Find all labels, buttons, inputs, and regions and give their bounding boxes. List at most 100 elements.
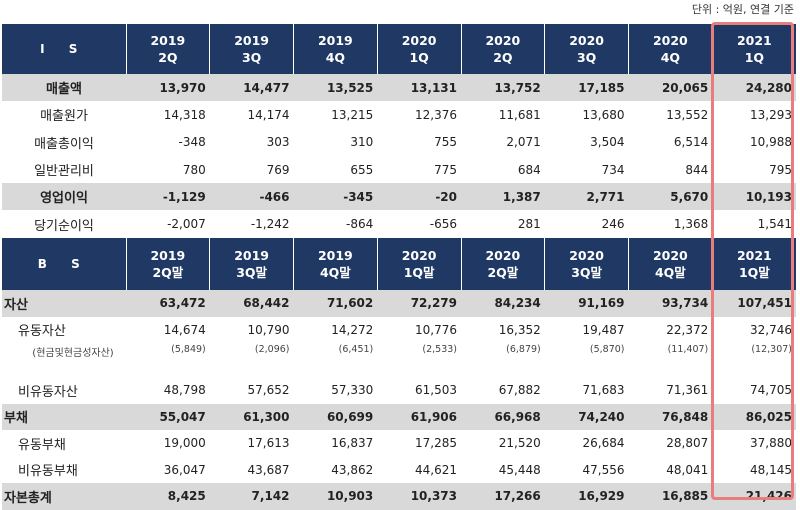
cell-value: 13,970: [126, 74, 210, 102]
cell-value: (11,407): [667, 344, 709, 355]
is-period-header: 2019 3Q: [209, 24, 294, 74]
cell-value: 45,448: [498, 462, 541, 477]
cell-value: 61,300: [209, 403, 294, 430]
cell-value: 47,556: [582, 462, 625, 477]
cell-value: 17,285: [415, 436, 457, 451]
cell-value: 3,504: [590, 135, 625, 150]
cell-value: 13,680: [582, 107, 625, 122]
bs-row-cash: (현금및현금성자산) (5,849) (2,096) (6,451) (2,533) (…: [2, 343, 796, 377]
is-header-row: I S 2019 2Q 2019 3Q 2019 4Q 2020 1Q 2020 2Q 2…: [2, 24, 796, 74]
cell-value: 17,266: [461, 483, 545, 510]
cell-value: 63,472: [126, 290, 210, 317]
cell-value: 14,272: [331, 322, 374, 337]
cell-value: 91,169: [544, 290, 629, 317]
cell-value: 10,776: [415, 322, 457, 337]
cell-value: 17,185: [544, 74, 629, 102]
cell-value: -20: [377, 183, 461, 211]
cell-value: 13,293: [750, 107, 792, 122]
cell-value: 48,798: [163, 383, 206, 398]
cell-value: 16,837: [331, 436, 374, 451]
cell-value: 734: [601, 162, 625, 177]
bs-row-assets: 자산 63,472 68,442 71,602 72,279 84,234 91,169 9…: [2, 290, 796, 317]
row-label: 매출원가: [40, 109, 88, 125]
cell-value: 10,988: [750, 135, 792, 150]
cell-value: 48,041: [666, 462, 709, 477]
is-period-header: 2019 2Q: [126, 24, 211, 74]
cell-value: 7,142: [209, 483, 294, 510]
bs-period-header: 2020 2Q말: [461, 238, 546, 290]
balance-sheet-table: B S 2019 2Q말 2019 3Q말 2019 4Q말 2020 1Q말 2020…: [2, 238, 796, 510]
cell-value: 16,885: [628, 483, 713, 510]
cell-value: 44,621: [415, 462, 457, 477]
cell-value: 281: [517, 217, 541, 232]
cell-value: 68,442: [209, 290, 294, 317]
cell-value: -466: [209, 183, 294, 211]
cell-value: 32,746: [750, 322, 792, 337]
row-label: 비유동부채: [18, 464, 78, 480]
cell-value: 28,807: [666, 436, 709, 451]
bs-row-current-liabilities: 유동부채 19,000 17,613 16,837 17,285 21,520 26,68…: [2, 430, 796, 457]
cell-value: 795: [769, 162, 792, 177]
cell-value: 71,361: [666, 383, 709, 398]
cell-value: 13,752: [461, 74, 545, 102]
cell-value: 76,848: [628, 403, 713, 430]
cell-value: 71,602: [293, 290, 378, 317]
cell-value: 844: [685, 162, 709, 177]
row-label: 자산: [2, 290, 126, 317]
cell-value: -864: [346, 217, 374, 232]
cell-value: 1,387: [461, 183, 545, 211]
bs-section-title: B S: [2, 238, 127, 290]
cell-value: 5,670: [628, 183, 713, 211]
cell-value: 66,968: [461, 403, 545, 430]
cell-value: 755: [434, 135, 457, 150]
cell-value: -1,129: [126, 183, 210, 211]
cell-value: 36,047: [163, 462, 206, 477]
bs-period-header: 2021 1Q말: [712, 238, 796, 290]
cell-value: 13,525: [293, 74, 378, 102]
cell-value: 6,514: [673, 135, 709, 150]
cell-value: 780: [182, 162, 206, 177]
cell-value: 16,929: [544, 483, 629, 510]
bs-row-current-assets: 유동자산 14,674 10,790 14,272 10,776 16,352 19,48…: [2, 317, 796, 344]
row-label: 자본총계: [2, 483, 126, 510]
row-label: 매출총이익: [34, 136, 94, 152]
row-label: 유동부채: [18, 437, 66, 453]
cell-value: 303: [266, 135, 290, 150]
cell-value: 13,215: [331, 107, 374, 122]
cell-value: 17,613: [247, 436, 290, 451]
cell-value: 86,025: [712, 403, 796, 430]
cell-value: 12,376: [415, 107, 457, 122]
row-label: 당기순이익: [34, 218, 94, 234]
row-label: 부채: [2, 403, 126, 430]
cell-value: 107,451: [712, 290, 796, 317]
cell-value: 22,372: [666, 322, 709, 337]
cell-value: 2,771: [544, 183, 629, 211]
cell-value: (6,879): [506, 344, 541, 355]
cell-value: 57,330: [331, 383, 374, 398]
cell-value: 684: [517, 162, 541, 177]
cell-value: -2,007: [167, 217, 206, 232]
cell-value: 71,683: [582, 383, 625, 398]
cell-value: 16,352: [498, 322, 541, 337]
is-period-header: 2020 2Q: [461, 24, 546, 74]
is-row-sga: 일반관리비 780 769 655 775 684 734 844 795: [2, 156, 796, 183]
cell-value: 43,862: [331, 462, 374, 477]
cell-value: 74,705: [750, 383, 792, 398]
cell-value: -345: [293, 183, 378, 211]
cell-value: 84,234: [461, 290, 545, 317]
row-label: (현금및현금성자산): [32, 348, 114, 359]
bs-row-liabilities: 부채 55,047 61,300 60,699 61,906 66,968 74,240 7…: [2, 403, 796, 430]
cell-value: (6,451): [338, 344, 374, 355]
cell-value: -348: [178, 135, 206, 150]
cell-value: 10,193: [712, 183, 796, 211]
cell-value: 13,552: [666, 107, 709, 122]
cell-value: 8,425: [126, 483, 210, 510]
cell-value: 10,790: [247, 322, 290, 337]
is-period-header: 2020 4Q: [628, 24, 713, 74]
bs-period-header: 2019 3Q말: [209, 238, 294, 290]
cell-value: 72,279: [377, 290, 461, 317]
cell-value: 37,880: [750, 436, 792, 451]
bs-row-noncurrent-liabilities: 비유동부채 36,047 43,687 43,862 44,621 45,448 47,5…: [2, 457, 796, 484]
cell-value: 43,687: [247, 462, 290, 477]
is-row-revenue: 매출액 13,970 14,477 13,525 13,131 13,752 17,185…: [2, 74, 796, 102]
